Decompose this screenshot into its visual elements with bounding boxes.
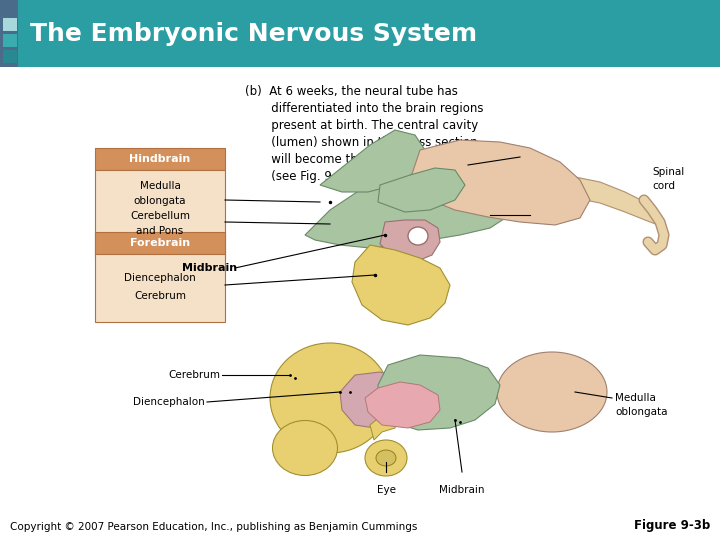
Bar <box>0 67 720 540</box>
Text: cord: cord <box>652 181 675 191</box>
Polygon shape <box>365 382 440 428</box>
Bar <box>95 170 225 258</box>
Bar <box>95 254 225 322</box>
Text: (b)  At 6 weeks, the neural tube has
       differentiated into the brain region: (b) At 6 weeks, the neural tube has diff… <box>245 85 503 183</box>
Polygon shape <box>378 355 500 430</box>
Text: Midbrain: Midbrain <box>182 263 237 273</box>
Text: Diencephalon: Diencephalon <box>133 397 205 407</box>
Ellipse shape <box>272 421 338 476</box>
Bar <box>3 18 17 31</box>
Text: Cerebrum: Cerebrum <box>134 291 186 301</box>
Text: Medulla: Medulla <box>615 393 656 403</box>
Polygon shape <box>378 168 465 212</box>
Ellipse shape <box>376 450 396 466</box>
Text: Hindbrain: Hindbrain <box>130 154 191 164</box>
Polygon shape <box>305 165 510 248</box>
Polygon shape <box>352 245 450 325</box>
Ellipse shape <box>270 343 390 453</box>
Text: Copyright © 2007 Pearson Education, Inc., publishing as Benjamin Cummings: Copyright © 2007 Pearson Education, Inc.… <box>10 522 418 532</box>
Text: Midbrain: Midbrain <box>439 485 485 495</box>
Text: Figure 9-3b: Figure 9-3b <box>634 519 710 532</box>
Ellipse shape <box>497 352 607 432</box>
Polygon shape <box>340 372 408 428</box>
Text: and Pons: and Pons <box>136 226 184 236</box>
Text: Cerebrum: Cerebrum <box>168 370 220 380</box>
Ellipse shape <box>408 227 428 245</box>
Bar <box>18 0 720 67</box>
Text: Diencephalon: Diencephalon <box>124 273 196 283</box>
Polygon shape <box>410 140 590 225</box>
Text: Cerebellum: Cerebellum <box>130 211 190 221</box>
Polygon shape <box>490 175 658 225</box>
Text: oblongata: oblongata <box>615 407 667 417</box>
Bar <box>95 232 225 254</box>
Text: oblongata: oblongata <box>134 196 186 206</box>
Text: Spinal: Spinal <box>652 167 684 177</box>
Text: Eye: Eye <box>377 485 395 495</box>
Polygon shape <box>320 130 425 192</box>
Ellipse shape <box>365 440 407 476</box>
Bar <box>95 148 225 170</box>
Text: The Embryonic Nervous System: The Embryonic Nervous System <box>30 22 477 45</box>
Bar <box>3 34 17 47</box>
Text: Medulla: Medulla <box>140 181 181 191</box>
Polygon shape <box>380 220 440 262</box>
Text: Forebrain: Forebrain <box>130 238 190 248</box>
Bar <box>0 0 18 67</box>
Polygon shape <box>370 412 398 440</box>
Bar <box>3 50 17 63</box>
